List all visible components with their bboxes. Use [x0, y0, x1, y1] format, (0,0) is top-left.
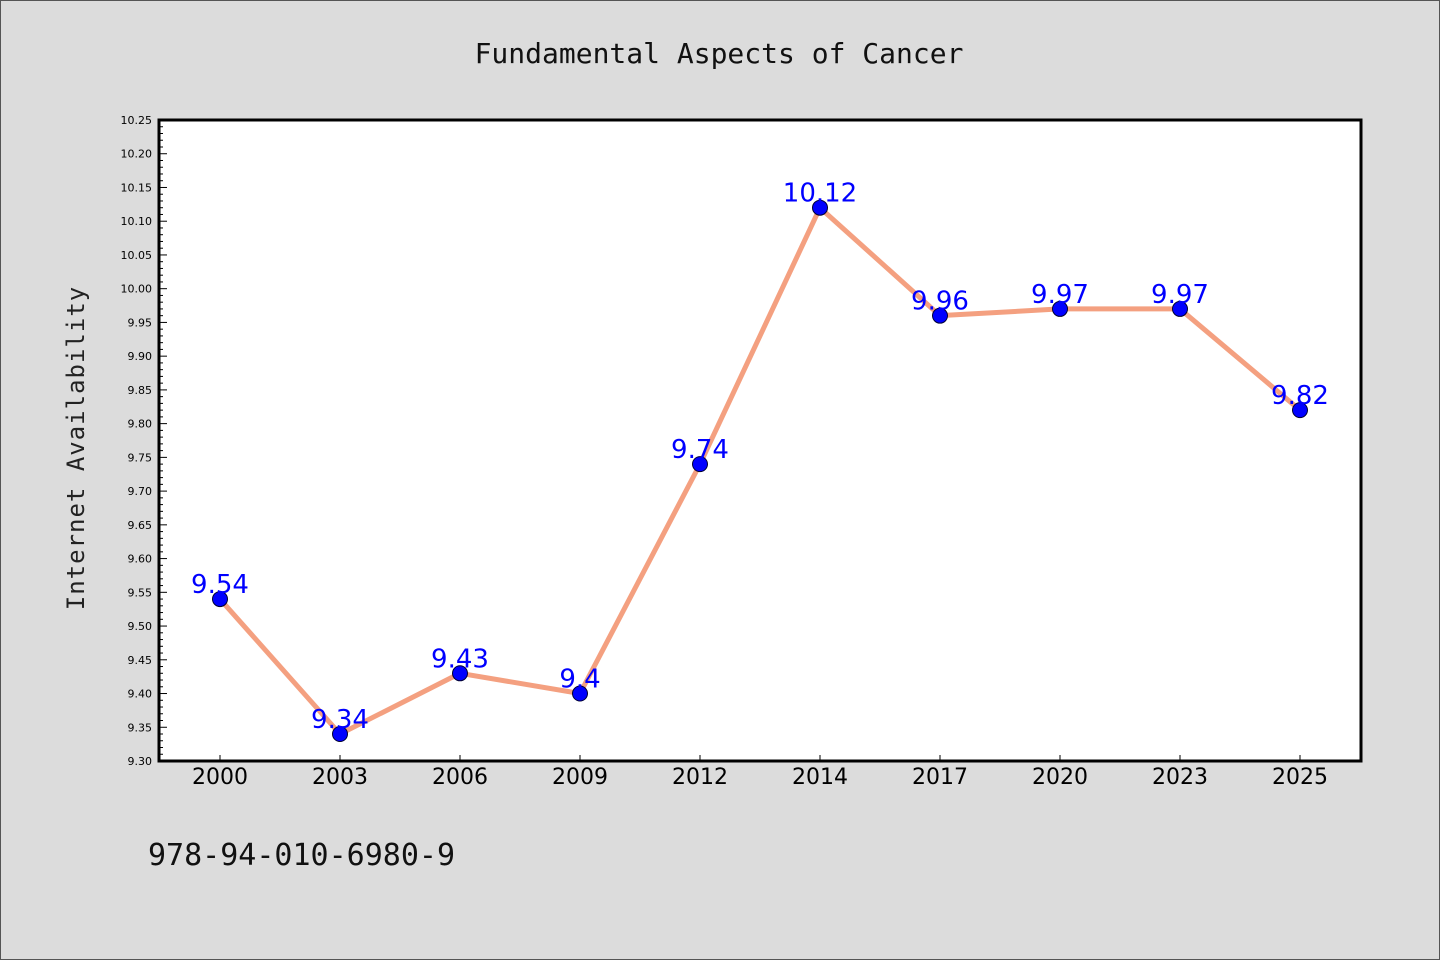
y-tick-label: 9.65	[128, 519, 153, 532]
data-label: 9.97	[1031, 280, 1089, 310]
y-tick-label: 10.05	[121, 249, 153, 262]
x-tick-label: 2006	[432, 765, 488, 790]
data-point	[1172, 300, 1188, 317]
data-label: 9.97	[1151, 280, 1209, 310]
plot-area	[159, 120, 1361, 761]
x-tick-label: 2009	[552, 765, 608, 790]
series-line	[217, 205, 1303, 737]
data-label: 9.82	[1271, 381, 1329, 411]
y-tick-label: 9.70	[128, 485, 153, 498]
data-label: 9.96	[911, 287, 969, 317]
y-axis-label: Internet Availability	[62, 286, 90, 610]
data-point	[1292, 402, 1308, 419]
y-tick-label: 9.45	[128, 654, 153, 667]
y-tick-label: 9.40	[128, 688, 153, 701]
x-tick-label: 2003	[312, 765, 368, 790]
data-label: 10.12	[783, 179, 857, 209]
x-tick-label: 2020	[1032, 765, 1088, 790]
isbn-footer: 978-94-010-6980-9	[148, 838, 455, 873]
x-tick-label: 2012	[672, 765, 728, 790]
data-markers	[212, 199, 1308, 743]
y-tick-label: 9.35	[128, 721, 153, 734]
data-label: 9.43	[431, 644, 489, 674]
y-tick-label: 10.10	[121, 215, 153, 228]
x-tick-label: 2025	[1272, 765, 1328, 790]
data-label: 9.54	[191, 570, 249, 600]
data-point	[1052, 300, 1068, 317]
x-axis-ticks: 2000 2003 2006 2009 2012 2014 2017 2020 2023 2025	[192, 755, 1328, 790]
data-point	[932, 307, 948, 324]
y-tick-label: 9.90	[128, 350, 153, 363]
chart-title: Fundamental Aspects of Cancer	[475, 37, 964, 70]
y-tick-label: 10.25	[121, 114, 153, 127]
y-tick-label: 9.50	[128, 620, 153, 633]
data-point	[452, 665, 468, 682]
data-label: 9.34	[311, 705, 369, 735]
y-tick-label: 9.80	[128, 418, 153, 431]
y-tick-label: 10.20	[121, 148, 153, 161]
y-tick-label: 9.30	[128, 755, 153, 768]
y-axis-ticks: 9.30 9.35 9.40 9.45 9.50 9.55 9.60 9.65 9.70 9.75…	[121, 114, 167, 768]
data-point	[572, 685, 588, 702]
y-tick-label: 9.85	[128, 384, 153, 397]
x-tick-label: 2014	[792, 765, 848, 790]
plot-border	[157, 118, 1363, 763]
x-tick-label: 2017	[912, 765, 968, 790]
data-label: 9.4	[559, 665, 600, 695]
y-tick-label: 10.00	[121, 283, 153, 296]
y-tick-label: 10.15	[121, 181, 153, 194]
data-point	[812, 199, 828, 216]
x-tick-label: 2023	[1152, 765, 1208, 790]
data-point	[212, 591, 228, 608]
series-line-group	[217, 205, 1303, 737]
x-tick-label: 2000	[192, 765, 248, 790]
data-label: 9.74	[671, 435, 729, 465]
data-point	[692, 456, 708, 473]
data-point	[332, 726, 348, 743]
y-tick-label: 9.95	[128, 316, 153, 329]
y-tick-label: 9.60	[128, 553, 153, 566]
y-tick-label: 9.55	[128, 586, 153, 599]
data-labels: 9.54 9.34 9.43 9.4 9.74 10.12 9.96 9.97 9.97 9.82	[191, 179, 1329, 735]
y-tick-label: 9.75	[128, 451, 153, 464]
